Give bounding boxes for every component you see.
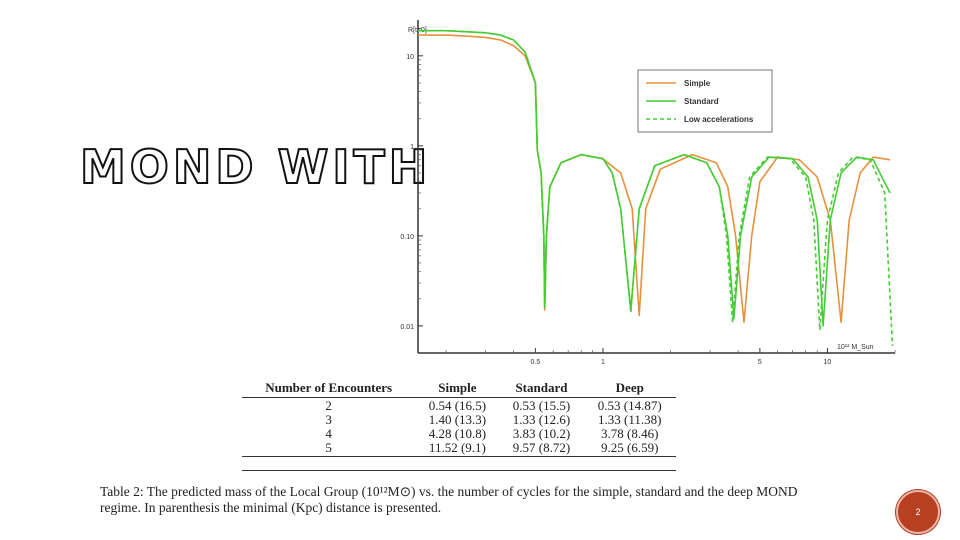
chart-legend: Simple Standard Low accelerations [637,69,773,133]
header-simple: Simple [415,378,500,398]
y-tick-label: 1 [410,144,414,151]
table-cell: 1.33 (11.38) [598,412,662,427]
mass-vs-distance-chart: 0.01 0.10 1 10 0.5 1 5 10 R[t=0] 10¹² M_Sun Simpl… [380,10,910,380]
table-cell: 3.78 (8.46) [601,426,659,441]
table-cell: 2 [242,397,416,413]
table-row: 5 11.52 (9.1) 9.57 (8.72) 9.25 (6.59) [242,441,676,457]
table-cell: 11.52 (9.1) [415,441,500,457]
x-axis-label: 10¹² M_Sun [837,344,874,351]
legend-label-2: Low accelerations [684,115,754,124]
table-bottom-rule [242,470,676,471]
series-line-2 [418,29,894,346]
header-deep: Deep [583,378,676,398]
header-standard: Standard [499,378,584,398]
legend-label-1: Standard [684,97,719,106]
legend-label-0: Simple [684,79,711,88]
table-cell: 3.83 (10.2) [512,426,571,441]
y-tick-label: 10 [406,54,414,61]
table-header-row: Number of Encounters Simple Standard Dee… [242,378,676,398]
y-axis-label: R[t=0] [408,27,427,34]
x-tick-label: 5 [758,359,762,366]
x-tick-label: 0.5 [531,359,541,366]
chart-series [418,29,894,346]
table-cell: 5 [242,441,416,457]
table-cell: 4 [325,426,332,441]
table-cell: 9.57 (8.72) [499,441,584,457]
table-cell: 0.53 (15.5) [499,397,584,413]
mass-table: Number of Encounters Simple Standard Dee… [242,378,676,457]
series-line-0 [418,34,891,323]
table-cell: 1.40 (13.3) [428,412,487,427]
table-cell: 0.53 (14.87) [583,397,676,413]
slide-title: MOND WITH [79,139,432,195]
table-caption: Table 2: The predicted mass of the Local… [100,484,798,515]
table-row: 2 0.54 (16.5) 0.53 (15.5) 0.53 (14.87) [242,397,676,413]
table-cell: 3 [325,412,332,427]
table-cell: 1.33 (12.6) [512,412,571,427]
table-row: 3 1.40 (13.3) 1.33 (12.6) 1.33 (11.38) [242,413,676,427]
table-cell: 0.54 (16.5) [415,397,500,413]
slide-number-badge: 2 [896,490,940,534]
y-tick-label: 0.10 [400,234,414,241]
x-tick-label: 1 [601,359,605,366]
table-row: 4 4.28 (10.8) 3.83 (10.2) 3.78 (8.46) [242,427,676,441]
table-cell: 4.28 (10.8) [428,426,487,441]
header-encounters: Number of Encounters [242,378,416,398]
x-tick-label: 10 [824,359,832,366]
chart-svg: 0.01 0.10 1 10 0.5 1 5 10 R[t=0] 10¹² M_Sun Simpl… [400,20,896,366]
table-cell: 9.25 (6.59) [583,441,676,457]
chart-axes: 0.01 0.10 1 10 0.5 1 5 10 R[t=0] 10¹² M_Sun [400,20,896,366]
y-tick-label: 0.01 [400,324,414,331]
